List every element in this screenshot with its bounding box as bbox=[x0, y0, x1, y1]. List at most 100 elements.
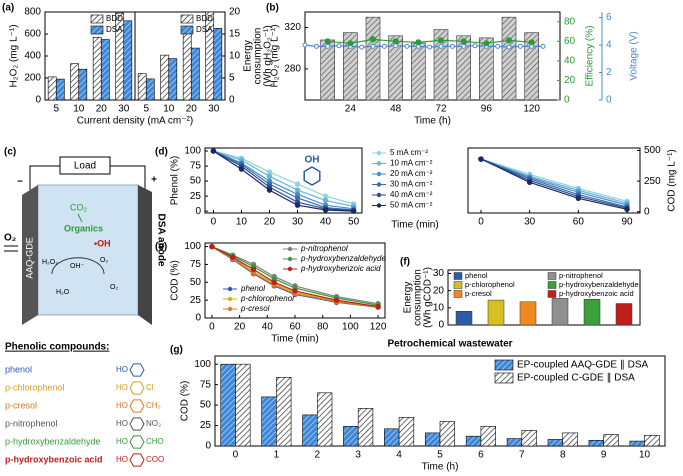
compound-group: CHO bbox=[146, 437, 164, 446]
legend-marker bbox=[287, 256, 293, 262]
marker bbox=[322, 207, 329, 213]
legend-label: 5 mA cm⁻² bbox=[390, 148, 428, 157]
marker bbox=[359, 44, 365, 50]
anode-label: DSA anode bbox=[155, 214, 166, 267]
x-tick-label: 100 bbox=[342, 322, 359, 333]
bar bbox=[261, 396, 277, 447]
y-axis-title: consumption bbox=[413, 269, 424, 326]
x-tick-label: 9 bbox=[601, 450, 607, 461]
y-tick-label: 40 bbox=[564, 56, 576, 67]
bar bbox=[644, 435, 660, 447]
marker bbox=[266, 187, 273, 193]
x-tick-label: 5 bbox=[143, 104, 149, 115]
legend-label: p-cresol bbox=[240, 304, 270, 313]
bar bbox=[455, 311, 473, 326]
y-tick-label: 50 bbox=[190, 277, 202, 288]
y-tick-label: 600 bbox=[24, 29, 41, 40]
cell-diagram: (c) Load − + O₂ AAQ-GDE DSA anode CO₂ Or… bbox=[4, 147, 166, 325]
species: OH⁻ bbox=[70, 263, 85, 270]
y-tick-label: 0 bbox=[438, 320, 444, 331]
x-tick-label: 5 bbox=[437, 450, 443, 461]
legend-swatch bbox=[180, 14, 194, 24]
y-tick-label: 10 bbox=[433, 302, 445, 313]
marker bbox=[460, 38, 467, 45]
bar bbox=[343, 32, 358, 101]
compound-ring bbox=[129, 453, 145, 467]
y-tick-label: 0 bbox=[195, 313, 201, 324]
legend-label: 50 mA cm⁻² bbox=[390, 201, 433, 210]
bar bbox=[137, 73, 147, 101]
compound-group: HO bbox=[116, 437, 128, 446]
compound-group: HO bbox=[116, 383, 128, 392]
anode bbox=[138, 185, 152, 325]
marker bbox=[322, 197, 329, 204]
x-tick-label: 60 bbox=[289, 322, 301, 333]
marker bbox=[575, 195, 582, 201]
bar bbox=[182, 31, 192, 101]
panel-label: (b) bbox=[266, 3, 279, 14]
y-tick-label: 60 bbox=[564, 36, 576, 47]
bar bbox=[521, 430, 537, 447]
arrow bbox=[77, 213, 83, 223]
legend-label: p-cresol bbox=[465, 289, 492, 298]
bar bbox=[235, 363, 251, 447]
cathode bbox=[22, 185, 38, 325]
minus: − bbox=[17, 177, 23, 188]
x-tick-label: 30 bbox=[118, 104, 130, 115]
panel-label: (a) bbox=[2, 3, 14, 14]
legend-label: BDD bbox=[106, 14, 123, 23]
legend-swatch bbox=[453, 290, 463, 298]
bar bbox=[55, 78, 65, 101]
legend-label: EP-coupled AAQ-GDE ∥ DSA bbox=[517, 360, 648, 371]
marker bbox=[292, 288, 298, 294]
plot-frame bbox=[204, 147, 363, 214]
plot-frame bbox=[304, 11, 561, 101]
marker bbox=[392, 38, 399, 45]
y2-axis-title: COD (mg L⁻¹) bbox=[667, 149, 678, 212]
marker bbox=[505, 37, 513, 44]
y-tick-label: 800 bbox=[24, 7, 41, 18]
x-tick-label: 96 bbox=[481, 104, 493, 115]
y-tick-label: 100 bbox=[194, 359, 211, 370]
y-tick-label: 280 bbox=[284, 64, 301, 75]
x-tick-label: 0 bbox=[209, 322, 215, 333]
marker bbox=[375, 303, 381, 310]
x-tick-label: 50 bbox=[348, 217, 360, 228]
y-axis-title: Phenol (%) bbox=[170, 156, 181, 205]
y-tick-label: 75 bbox=[190, 161, 202, 172]
legend-marker bbox=[287, 246, 293, 252]
legend-swatch bbox=[547, 290, 557, 298]
y-axis-title: Energy bbox=[243, 40, 254, 72]
marker bbox=[294, 181, 301, 187]
series-line bbox=[213, 150, 354, 211]
x-tick-label: 0 bbox=[478, 217, 484, 228]
marker bbox=[404, 43, 410, 49]
x-tick-label: 90 bbox=[621, 217, 633, 228]
compound-group: NO₂ bbox=[146, 419, 161, 428]
marker bbox=[336, 43, 342, 49]
marker bbox=[347, 40, 354, 47]
marker bbox=[266, 173, 273, 179]
bar bbox=[501, 16, 517, 101]
marker bbox=[333, 297, 340, 303]
bar bbox=[213, 27, 223, 101]
plus: + bbox=[151, 175, 157, 186]
marker bbox=[427, 44, 433, 50]
y-tick-label: 0 bbox=[195, 206, 201, 217]
y-tick-label: 0 bbox=[564, 95, 570, 106]
legend-label: 30 mA cm⁻² bbox=[390, 180, 433, 189]
panel-label: (e) bbox=[155, 242, 167, 253]
bar bbox=[190, 47, 200, 101]
molecule-label: OH bbox=[305, 155, 320, 166]
series-line bbox=[480, 158, 628, 209]
bar bbox=[220, 363, 236, 447]
x-tick-label: 30 bbox=[208, 104, 220, 115]
x-tick-label: 10 bbox=[639, 450, 651, 461]
series-line bbox=[213, 150, 354, 207]
x-tick-label: 30 bbox=[292, 217, 304, 228]
marker bbox=[313, 43, 319, 49]
legend-label: p-chlorophenol bbox=[465, 280, 515, 289]
load-label: Load bbox=[74, 161, 96, 172]
plot-frame bbox=[467, 147, 641, 214]
x-tick-label: 30 bbox=[524, 217, 536, 228]
